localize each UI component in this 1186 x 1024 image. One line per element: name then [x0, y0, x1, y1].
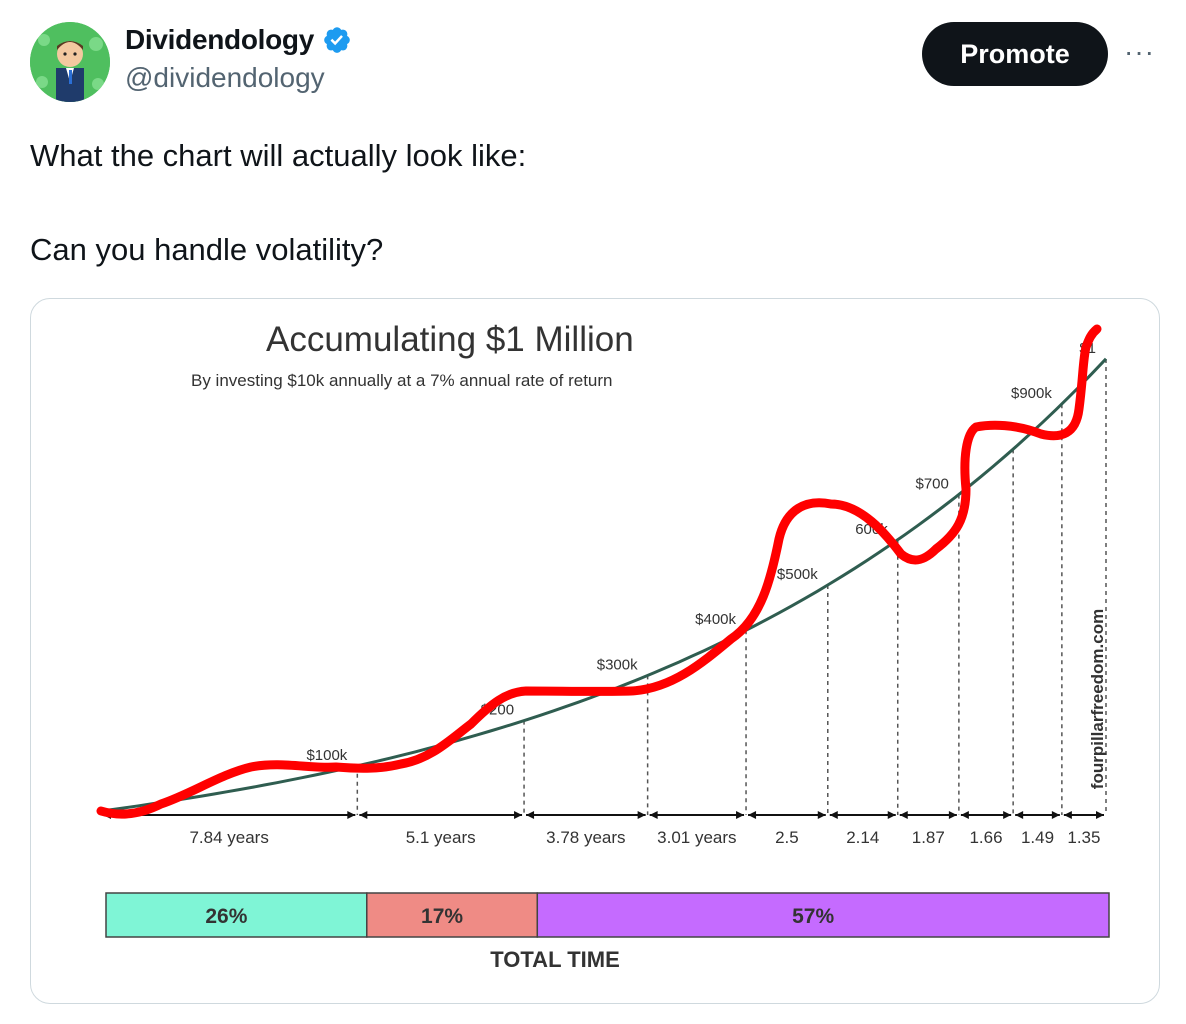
interval-label: 7.84 years	[189, 828, 268, 847]
promote-button[interactable]: Promote	[922, 22, 1108, 86]
milestone-label: $900k	[1011, 385, 1052, 402]
time-share-segment	[536, 892, 1110, 938]
arrow-head	[748, 811, 826, 819]
more-options-icon[interactable]: ···	[1124, 36, 1155, 67]
total-time-bar: 26% 17% 57%	[105, 892, 1110, 938]
interval-label: 2.14	[846, 828, 879, 847]
time-share-label: 26%	[205, 905, 247, 928]
milestone-label: $500k	[777, 566, 818, 583]
time-share-segment	[366, 892, 539, 938]
milestone-label: $100k	[306, 747, 347, 764]
author-name[interactable]: Dividendology	[125, 24, 314, 55]
milestone-guides	[356, 359, 1107, 815]
milestone-label: $700	[916, 476, 949, 493]
interval-label: 3.01 years	[657, 828, 736, 847]
red-scribble	[96, 324, 1102, 819]
author-handle[interactable]: @dividendology	[125, 62, 325, 93]
chart-title: Accumulating $1 Million	[266, 320, 634, 359]
milestone-label: $300k	[597, 656, 638, 673]
interval-label: 2.5	[775, 828, 799, 847]
interval-label: 1.49	[1021, 828, 1054, 847]
chart-subtitle: By investing $10k annually at a 7% annua…	[191, 371, 613, 390]
total-time-label: TOTAL TIME	[490, 947, 620, 972]
interval-arrows	[103, 811, 1104, 819]
time-share-segment	[105, 892, 368, 938]
interval-label: 1.87	[912, 828, 945, 847]
time-share-label: 17%	[421, 905, 463, 928]
tweet-media[interactable]: $100k $200 $300k $400k $500k 600k $700 $900k $1 …	[30, 298, 1160, 1004]
watermark: fourpillarfreedom.com	[1088, 609, 1107, 789]
arrow-head	[829, 811, 896, 819]
avatar-image	[30, 22, 110, 102]
tweet-text: What the chart will actually look like: …	[30, 138, 527, 267]
interval-label: 1.35	[1067, 828, 1100, 847]
time-share-label: 57%	[792, 905, 834, 928]
growth-curve	[100, 357, 1108, 813]
interval-label: 3.78 years	[546, 828, 625, 847]
interval-labels: 7.84 years 5.1 years 3.78 years 3.01 years 2…	[189, 828, 1100, 847]
interval-label: 1.66	[969, 828, 1002, 847]
interval-label: 5.1 years	[406, 828, 476, 847]
milestone-label: $400k	[695, 611, 736, 628]
chart-image: $100k$200$300k$400k$500k600k$700$900k$1 …	[96, 320, 1110, 972]
avatar[interactable]	[30, 22, 110, 102]
verified-badge-icon	[324, 27, 350, 53]
